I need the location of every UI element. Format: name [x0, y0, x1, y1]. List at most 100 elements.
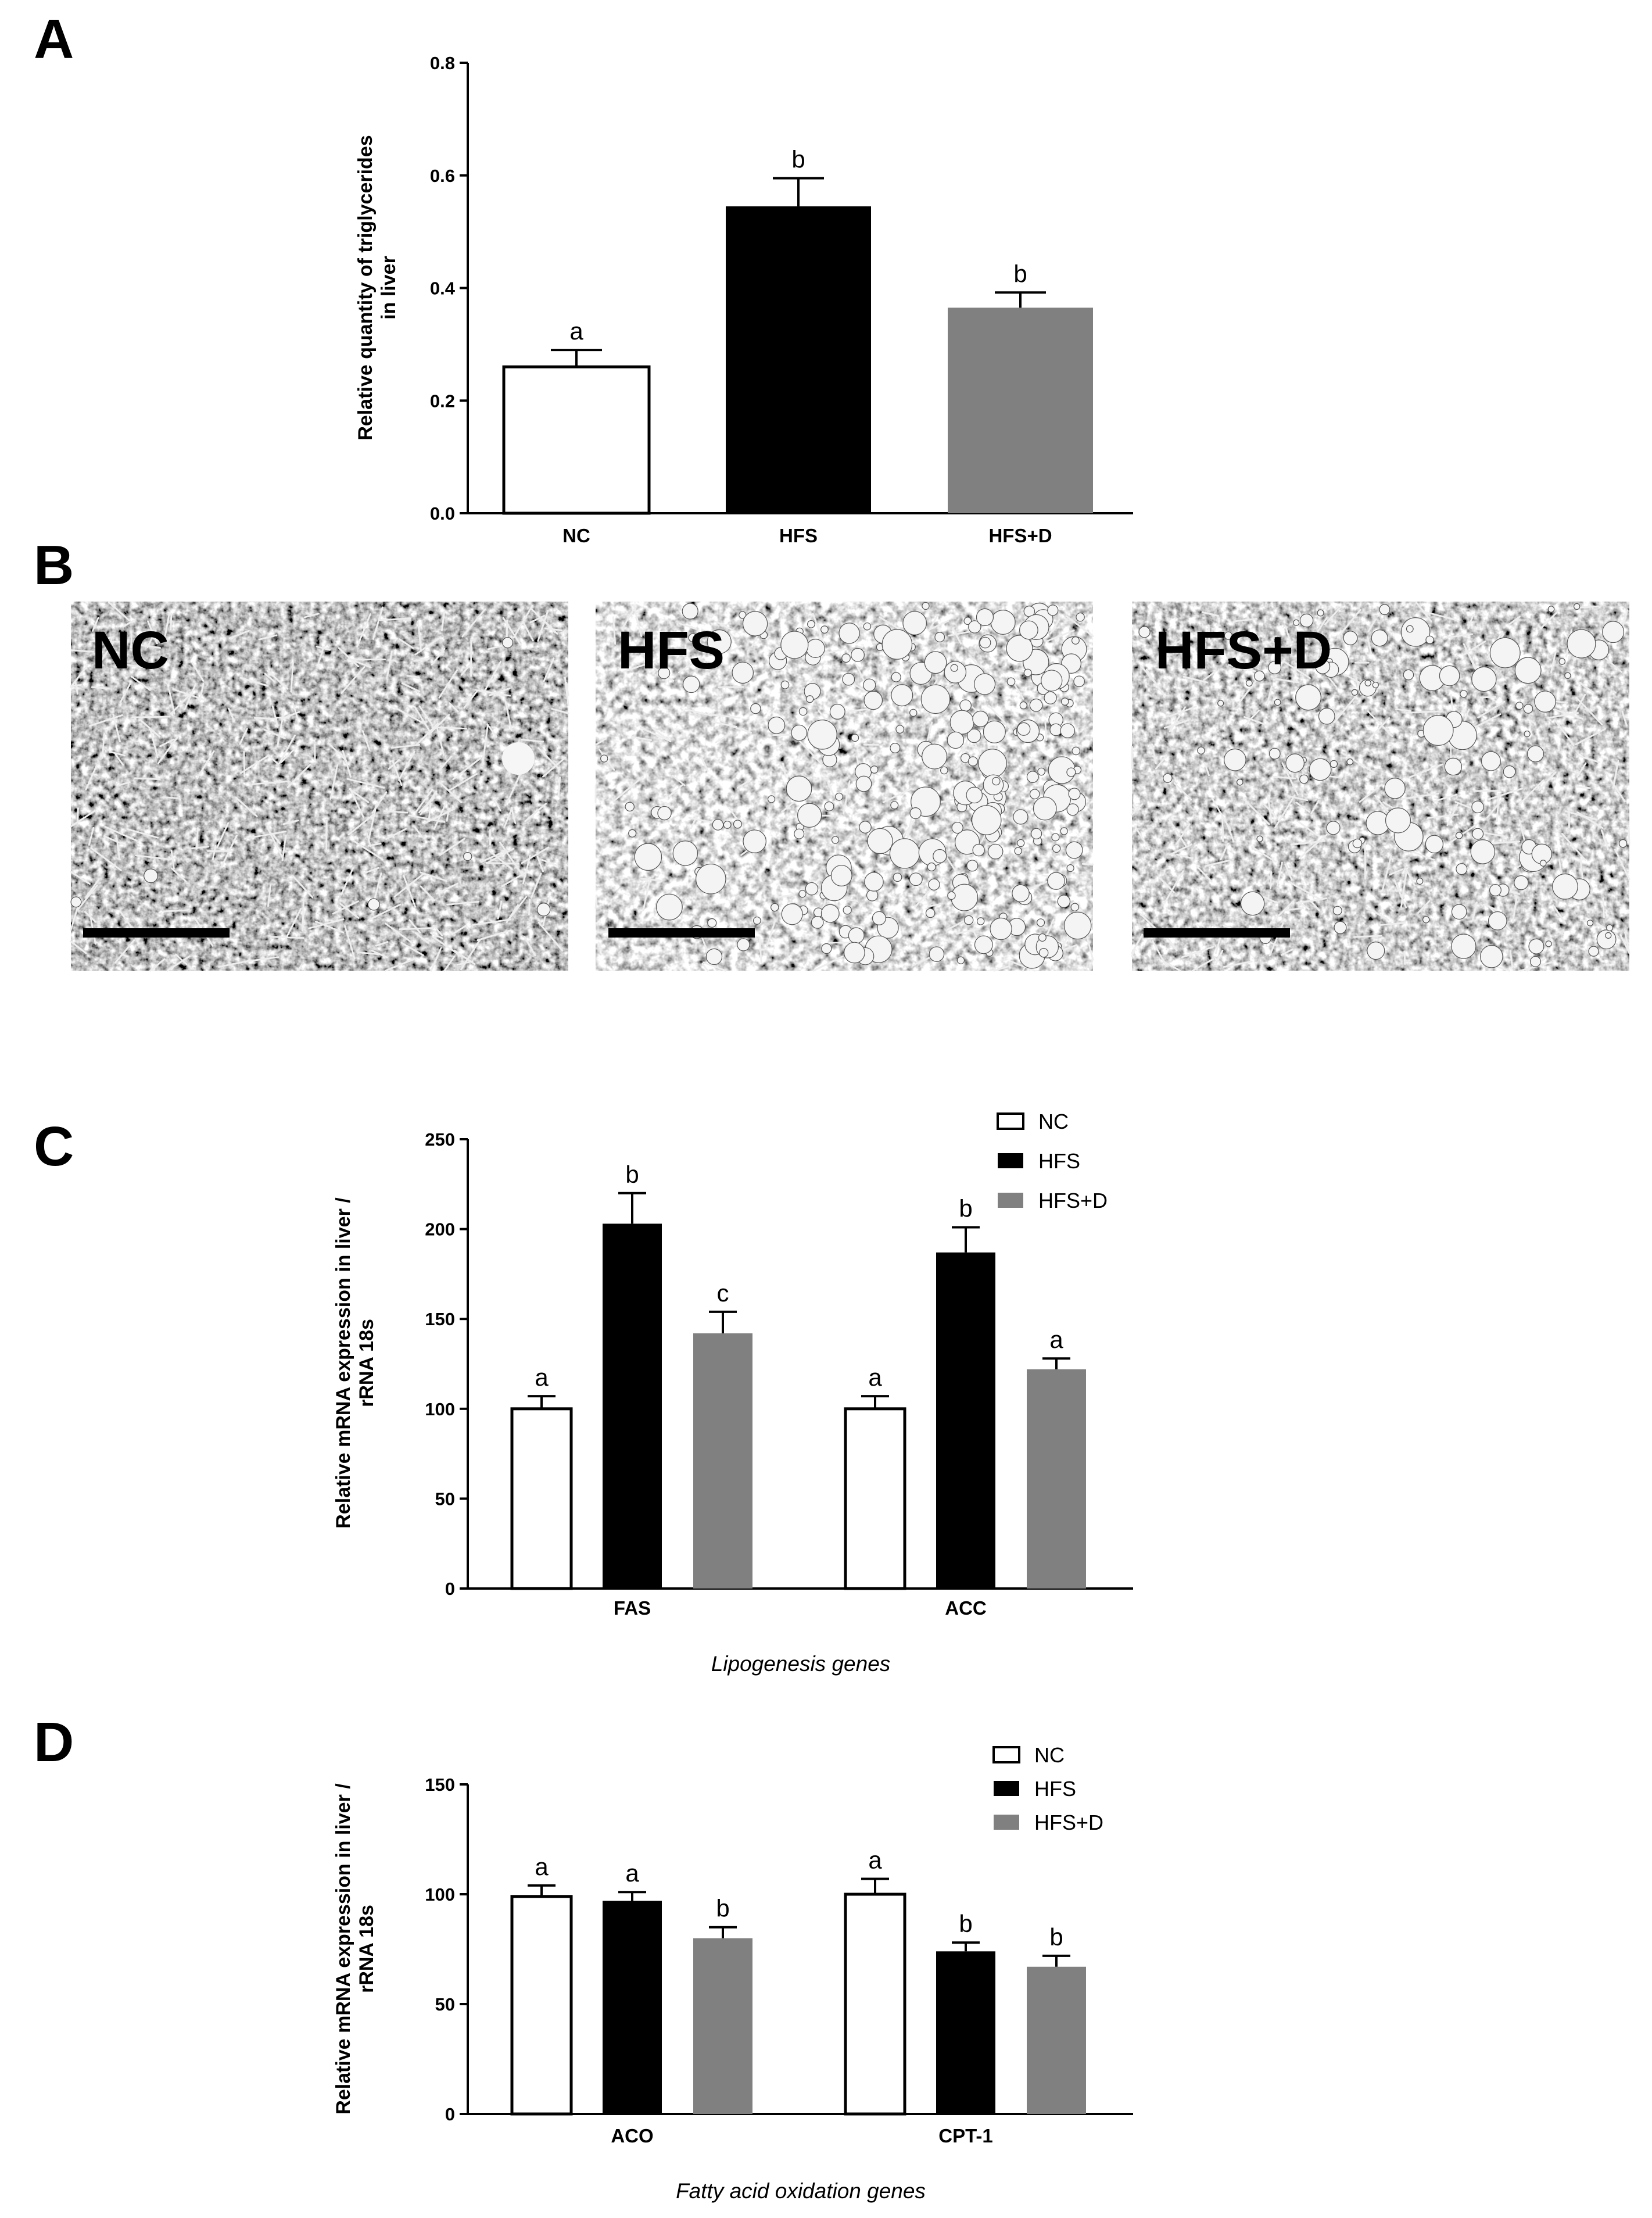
bar: [1027, 1369, 1086, 1589]
bar: [510, 1895, 573, 2116]
y-axis-label: Relative mRNA expression in liver /rRNA …: [332, 1783, 378, 2115]
fat-vacuole: [1072, 746, 1081, 756]
sinusoid: [107, 601, 131, 622]
sinusoid: [438, 669, 458, 699]
sinusoid: [460, 938, 481, 971]
fat-vacuole: [1070, 903, 1079, 911]
fat-vacuole: [974, 935, 993, 954]
fat-vacuole: [1346, 758, 1354, 765]
x-group-label: ACC: [945, 1597, 987, 1619]
sinusoid: [1316, 617, 1328, 634]
x-group-label: FAS: [614, 1597, 651, 1619]
sinusoid: [843, 780, 851, 815]
fat-vacuole: [891, 672, 901, 682]
fat-vacuole: [781, 903, 803, 925]
significance-label: b: [791, 146, 805, 173]
sinusoid: [419, 871, 447, 882]
sinusoid: [316, 645, 331, 651]
legend-label: HFS: [1034, 1777, 1076, 1801]
sinusoid: [1400, 792, 1439, 800]
sinusoid: [109, 750, 126, 757]
sinusoid: [352, 839, 384, 861]
sinusoid: [195, 827, 199, 850]
sinusoid: [472, 918, 511, 926]
fat-vacuole: [1006, 635, 1033, 662]
sinusoid: [1282, 907, 1304, 912]
fat-vacuole: [1351, 689, 1358, 696]
fat-vacuole: [1274, 699, 1281, 706]
fat-vacuole: [979, 636, 991, 649]
fat-vacuole: [695, 863, 726, 895]
fat-vacuole: [848, 927, 865, 944]
sinusoid: [1295, 802, 1310, 813]
sinusoid: [1509, 950, 1514, 968]
fat-vacuole: [1372, 681, 1379, 689]
sinusoid: [701, 963, 709, 972]
micrograph-hfs-label: HFS: [618, 621, 725, 680]
chart-a-triglycerides: 0.0 0.2 0.4 0.6 0.8 Relative quantity of trig…: [354, 53, 1133, 546]
sinusoid: [594, 894, 598, 909]
sinusoid: [613, 775, 644, 802]
sinusoid: [1009, 960, 1035, 972]
sinusoid: [88, 827, 95, 846]
sinusoid: [414, 637, 440, 656]
y-tick-label: 0.0: [430, 503, 455, 524]
sinusoid: [372, 606, 384, 640]
y-tick-label: 0.2: [430, 391, 455, 411]
sinusoid: [678, 657, 703, 674]
sinusoid: [435, 724, 445, 756]
fat-vacuole: [657, 806, 672, 821]
sinusoid: [507, 770, 523, 803]
sinusoid: [1163, 961, 1181, 972]
fat-vacuole: [705, 948, 723, 965]
fat-vacuole: [682, 603, 698, 620]
sinusoid: [171, 867, 187, 882]
sinusoid: [1547, 706, 1584, 720]
fat-vacuole: [1224, 748, 1246, 771]
sinusoid: [901, 820, 916, 839]
sinusoid: [1403, 950, 1406, 965]
fat-vacuole: [966, 860, 979, 872]
sinusoid: [77, 885, 98, 910]
sinusoid: [1066, 616, 1094, 638]
sinusoid: [1336, 609, 1361, 638]
sinusoid: [461, 608, 486, 638]
sinusoid: [1176, 853, 1194, 860]
sinusoid: [1045, 629, 1075, 642]
fat-vacuole: [963, 915, 974, 925]
micrograph-hfs-d-vacuoles: [1131, 602, 1631, 972]
sinusoid: [1550, 652, 1557, 674]
sinusoid: [127, 828, 159, 839]
fat-vacuole: [1318, 707, 1335, 725]
sinusoid: [703, 961, 727, 972]
fat-vacuole: [1564, 672, 1571, 679]
bar: [844, 1407, 906, 1590]
fat-vacuole: [502, 637, 514, 649]
y-axis-label: Relative mRNA expression in liver /rRNA …: [332, 1197, 378, 1529]
sinusoid: [1284, 863, 1293, 881]
sinusoid: [239, 677, 269, 687]
sinusoid: [258, 634, 278, 641]
fat-vacuole: [797, 803, 822, 828]
fat-vacuole: [1019, 620, 1038, 640]
fat-vacuole: [1472, 828, 1484, 840]
fat-vacuole: [1371, 629, 1388, 647]
fat-vacuole: [841, 653, 851, 663]
sinusoid: [413, 657, 430, 662]
sinusoid: [266, 826, 284, 858]
fat-vacuole: [743, 829, 766, 853]
sinusoid: [453, 924, 467, 935]
y-axis-label-line: rRNA 18s: [356, 1905, 378, 1993]
sinusoid: [1511, 897, 1518, 924]
sinusoid: [431, 647, 446, 666]
fat-vacuole: [1326, 821, 1341, 835]
sinusoid: [504, 700, 513, 732]
sinusoid: [228, 629, 250, 639]
sinusoid: [537, 921, 564, 951]
sinusoid: [1191, 958, 1214, 972]
sinusoid: [283, 908, 302, 943]
fat-vacuole: [1460, 690, 1468, 698]
fat-vacuole: [881, 629, 913, 660]
sinusoid: [1483, 903, 1498, 911]
fat-vacuole: [872, 911, 886, 925]
